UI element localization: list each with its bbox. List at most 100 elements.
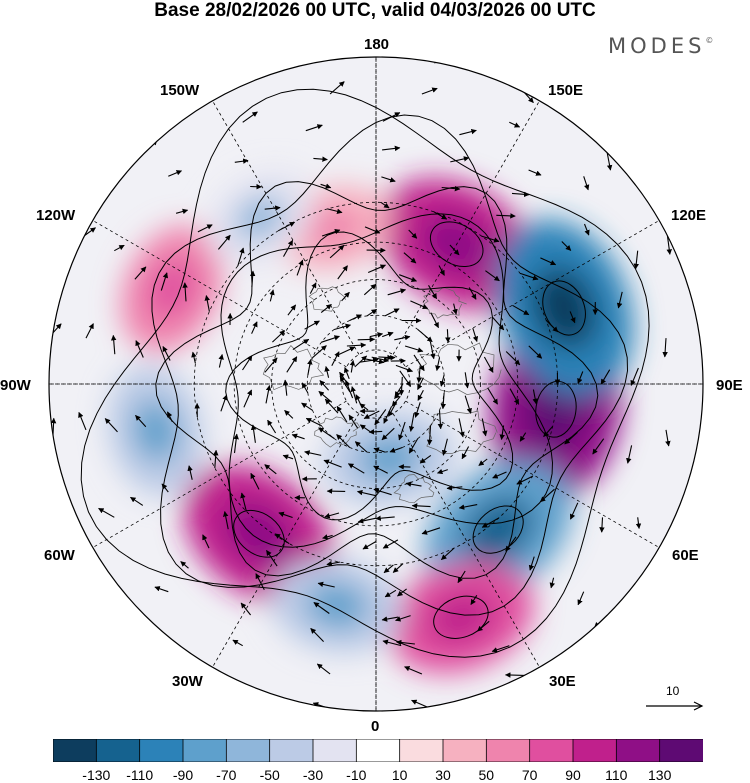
wind-arrow <box>312 345 327 359</box>
anomaly-core-atlantic-high <box>224 501 294 566</box>
wind-arrow <box>305 124 323 132</box>
wind-arrow <box>426 425 433 446</box>
wind-arrow <box>154 586 169 593</box>
longitude-label-60e: 60E <box>672 547 699 564</box>
wind-arrow <box>220 394 228 412</box>
wind-arrow <box>243 389 253 408</box>
wind-arrow <box>397 588 407 597</box>
wind-arrow <box>478 458 488 466</box>
wind-arrow <box>381 616 399 622</box>
wind-arrow <box>439 374 446 387</box>
coastline-segment <box>426 410 498 454</box>
copyright-mark: © <box>705 36 714 45</box>
wind-arrow <box>413 354 425 372</box>
wind-arrow <box>161 483 169 493</box>
wind-arrow <box>433 211 448 220</box>
wind-arrow <box>321 228 341 237</box>
wind-arrow <box>134 266 147 280</box>
wind-arrow <box>389 446 403 453</box>
wind-arrow <box>348 414 359 429</box>
wind-arrow <box>324 512 340 519</box>
wind-arrow <box>511 191 530 198</box>
wind-arrow <box>569 311 576 324</box>
wind-arrow <box>265 384 272 404</box>
wind-arrow <box>499 425 505 441</box>
wind-arrow <box>532 389 538 405</box>
wind-arrow <box>399 370 412 387</box>
wind-arrow <box>250 472 260 490</box>
wind-arrow <box>606 152 613 171</box>
wind-arrow <box>404 345 424 353</box>
wind-arrow <box>324 365 330 378</box>
wind-arrow <box>449 244 460 256</box>
wind-arrow <box>520 272 539 281</box>
wind-arrow <box>313 156 328 162</box>
wind-arrow <box>301 402 313 411</box>
wind-arrow <box>304 320 320 330</box>
wind-arrow <box>509 388 520 405</box>
longitude-label-180: 180 <box>364 36 390 53</box>
colorbar-tick-label: -110 <box>126 767 154 783</box>
wind-arrow <box>577 591 585 606</box>
map-border <box>48 56 704 712</box>
colorbar-segment <box>442 739 488 762</box>
wind-arrow <box>135 414 147 428</box>
closed-contour <box>233 509 285 558</box>
wind-arrow <box>698 434 703 447</box>
wind-arrow <box>104 418 118 433</box>
wind-arrow <box>445 329 451 343</box>
wind-arrow <box>408 438 419 454</box>
wind-arrow <box>336 405 348 423</box>
wind-arrow <box>167 411 173 423</box>
wind-arrow <box>301 382 309 394</box>
wind-arrow <box>110 334 117 355</box>
wind-arrow <box>374 409 387 426</box>
colorbar-tick-label: 90 <box>565 767 581 783</box>
wind-arrow <box>382 639 402 647</box>
wind-arrow <box>323 459 342 468</box>
wind-arrow <box>429 342 436 360</box>
wind-arrow <box>130 496 144 506</box>
wind-arrow <box>331 351 340 366</box>
longitude-label-90w: 90W <box>0 377 31 394</box>
wind-arrow <box>428 285 438 300</box>
reference-vector-label: 10 <box>666 684 680 698</box>
wind-vectors <box>50 57 703 708</box>
wind-arrow <box>85 323 94 339</box>
colorbar-segment <box>269 739 314 762</box>
wind-arrow <box>98 507 115 518</box>
wind-arrow <box>419 454 432 464</box>
wind-arrow <box>318 427 335 439</box>
wind-arrow <box>349 359 356 373</box>
wind-arrow <box>485 270 500 282</box>
wind-arrow <box>324 398 339 414</box>
wind-arrow <box>384 589 397 598</box>
longitude-label-30e: 30E <box>549 673 576 690</box>
wind-arrow <box>528 556 535 571</box>
wind-arrow <box>305 417 322 427</box>
wind-arrow <box>411 699 428 708</box>
wind-arrow <box>264 464 277 475</box>
wind-arrow <box>191 351 197 364</box>
wind-arrow <box>304 450 322 456</box>
wind-arrow <box>458 504 478 510</box>
wind-arrow <box>470 595 478 605</box>
wind-arrow <box>382 112 401 122</box>
anomaly-core-east-asia-low <box>531 267 597 349</box>
wind-arrow <box>322 534 333 540</box>
wind-arrow <box>381 427 395 441</box>
wind-arrow <box>168 170 183 177</box>
wind-arrow <box>336 434 351 448</box>
wind-arrow <box>540 257 557 266</box>
wind-arrow <box>364 226 381 234</box>
wind-arrow <box>359 403 369 411</box>
wind-arrow <box>250 424 257 443</box>
wind-arrow <box>234 158 249 164</box>
coastline-segment <box>393 474 435 504</box>
colorbar-segment <box>355 739 401 762</box>
wind-arrow <box>437 410 444 430</box>
wind-arrow <box>242 111 258 123</box>
wind-arrow <box>359 357 379 363</box>
wind-arrow <box>509 121 521 128</box>
